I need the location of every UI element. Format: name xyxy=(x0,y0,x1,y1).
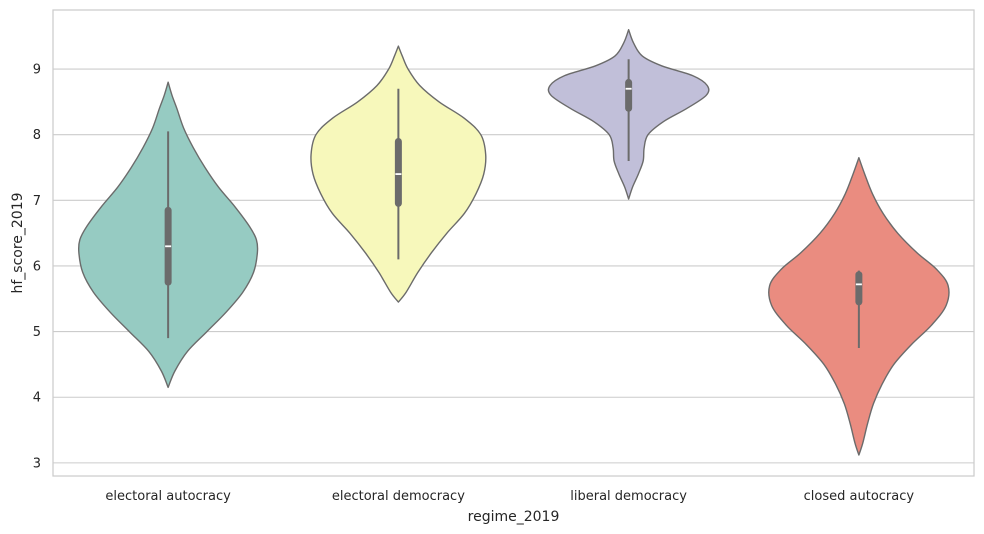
y-tick-label: 4 xyxy=(33,391,41,406)
x-tick-label: electoral autocracy xyxy=(105,489,231,504)
y-tick-labels: 3 4 5 6 7 8 9 xyxy=(33,63,41,472)
y-axis-label: hf_score_2019 xyxy=(10,192,26,293)
violin-iqr-box xyxy=(855,271,862,305)
x-tick-label: liberal democracy xyxy=(570,489,687,504)
y-tick-label: 7 xyxy=(33,194,41,209)
violin-iqr-box xyxy=(395,138,402,207)
x-tick-label: closed autocracy xyxy=(804,489,915,504)
y-tick-label: 8 xyxy=(33,128,41,143)
x-tick-labels: electoral autocracy electoral democracy li… xyxy=(105,489,914,504)
y-tick-label: 6 xyxy=(33,259,41,274)
x-tick-label: electoral democracy xyxy=(332,489,465,504)
y-tick-label: 9 xyxy=(33,63,41,78)
y-tick-label: 5 xyxy=(33,325,41,340)
x-axis-label: regime_2019 xyxy=(468,509,560,525)
y-tick-label: 3 xyxy=(33,456,41,471)
violin-iqr-box xyxy=(625,79,632,112)
